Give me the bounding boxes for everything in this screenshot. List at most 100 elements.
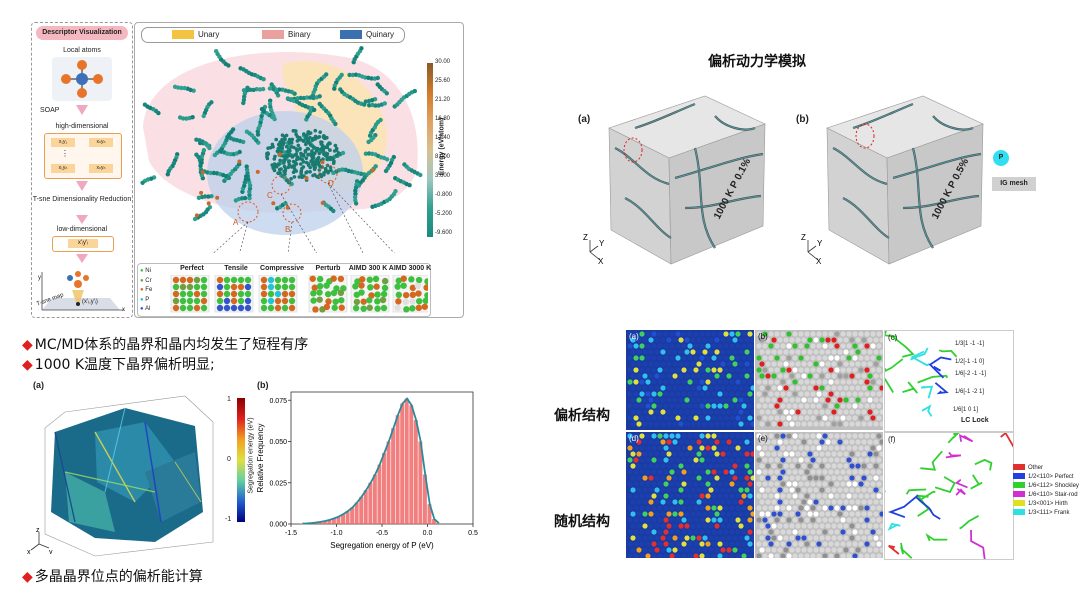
atom: [354, 278, 361, 285]
atom: [744, 511, 750, 517]
atom: [366, 304, 373, 311]
atom: [288, 297, 296, 305]
atom: [693, 469, 699, 475]
atom: [729, 367, 735, 373]
atom: [288, 283, 296, 291]
atom: [822, 355, 828, 361]
tsne-point: [295, 96, 300, 101]
atom: [750, 421, 754, 427]
atom: [711, 541, 717, 547]
atom: [726, 385, 732, 391]
y-axis-label: Relative Frequency: [256, 424, 265, 493]
atom: [825, 409, 831, 415]
atom: [651, 493, 657, 499]
atom: [699, 403, 705, 409]
atom: [819, 421, 825, 427]
atom: [813, 487, 819, 493]
cube-b-label: (b): [796, 114, 809, 125]
atom: [816, 415, 822, 421]
atom: [792, 403, 798, 409]
atom: [684, 337, 690, 343]
colorbar-tick: 12.40: [435, 135, 451, 141]
structure-label-perturb: Perturb: [315, 265, 341, 272]
atom: [762, 553, 768, 558]
atom: [870, 505, 876, 511]
atom: [876, 391, 882, 397]
atom: [717, 493, 723, 499]
atom: [807, 373, 813, 379]
histogram-bar: [363, 490, 368, 524]
atom: [714, 397, 720, 403]
atom: [666, 487, 672, 493]
atom: [627, 481, 633, 487]
atom: [374, 291, 381, 298]
atom: [732, 385, 738, 391]
atom: [678, 373, 684, 379]
atom: [693, 529, 699, 535]
atom: [639, 379, 645, 385]
atom: [879, 487, 883, 493]
atom: [726, 547, 732, 553]
atom: [693, 493, 699, 499]
atom: [771, 523, 777, 529]
atom: [840, 517, 846, 523]
atom: [873, 361, 879, 367]
arrow-down-icon: [76, 105, 88, 115]
atom: [714, 475, 720, 481]
atom: [867, 409, 873, 415]
atom: [831, 475, 837, 481]
atom: [873, 349, 879, 355]
atom: [813, 463, 819, 469]
atom: [873, 487, 879, 493]
atom: [831, 499, 837, 505]
atom: [729, 505, 735, 511]
atom: [645, 331, 651, 337]
atom: [744, 463, 750, 469]
atom: [693, 367, 699, 373]
atom: [735, 493, 741, 499]
atom: [367, 284, 374, 291]
tsne-point: [201, 113, 206, 119]
tsne-point: [324, 153, 328, 157]
atom: [795, 511, 801, 517]
tsne-point: [304, 156, 309, 161]
atom: [630, 373, 636, 379]
atom: [813, 547, 819, 553]
atom: [849, 409, 855, 415]
atom: [876, 343, 882, 349]
atom: [705, 469, 711, 475]
atom: [663, 445, 669, 451]
atom: [804, 529, 810, 535]
tsne-point: [215, 195, 220, 200]
atom: [792, 457, 798, 463]
atom: [663, 469, 669, 475]
atom: [807, 397, 813, 403]
segregated-p: [634, 103, 696, 129]
dislocation-line: [900, 542, 913, 559]
atom: [747, 481, 753, 487]
atom: [705, 529, 711, 535]
tsne-point: [200, 170, 205, 175]
atom: [200, 297, 208, 305]
atom: [801, 475, 807, 481]
atom: [798, 343, 804, 349]
atom: [762, 403, 768, 409]
tsne-point: [251, 87, 256, 93]
atom: [179, 276, 187, 284]
atom: [690, 463, 696, 469]
tsne-point: [244, 167, 250, 172]
atom: [768, 493, 774, 499]
atom: [705, 379, 711, 385]
atom: [849, 463, 855, 469]
atom: [864, 433, 870, 439]
atom: [687, 415, 693, 421]
x-tick-label: 0.5: [468, 530, 478, 537]
atom: [846, 469, 852, 475]
atom: [810, 355, 816, 361]
atom: [873, 397, 879, 403]
atom: [409, 305, 416, 312]
atom: [840, 403, 846, 409]
atom: [690, 361, 696, 367]
seg-colorbar-tick: 1: [227, 396, 231, 403]
atom: [172, 276, 180, 284]
